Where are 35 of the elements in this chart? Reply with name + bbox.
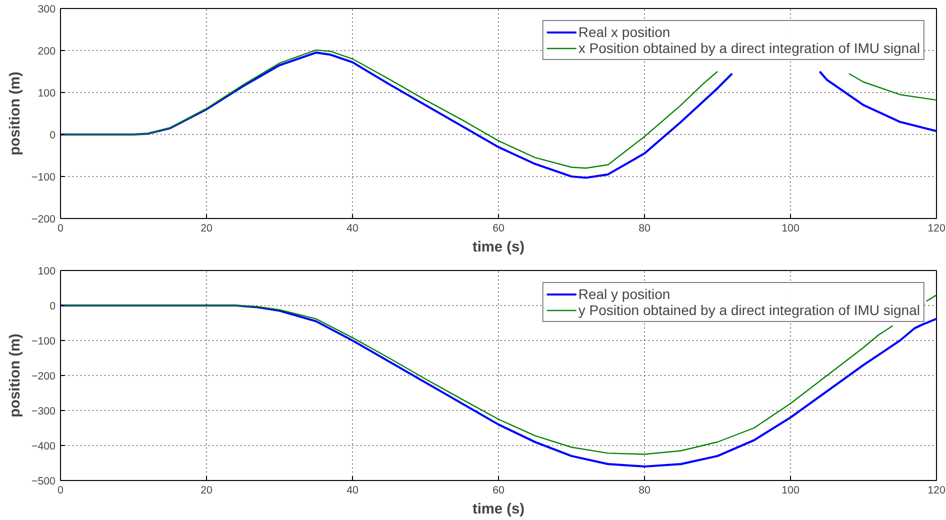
x-tick-label: 80 — [638, 222, 650, 234]
x-tick-label: 100 — [782, 222, 800, 234]
x-tick-label: 0 — [58, 484, 64, 496]
y-tick-label: −300 — [31, 406, 56, 418]
x-tick-label: 40 — [346, 222, 358, 234]
x-tick-label: 60 — [492, 484, 504, 496]
x-axis-title: time (s) — [472, 240, 525, 256]
y-tick-label: 100 — [38, 266, 56, 278]
y-tick-label: −200 — [31, 214, 56, 226]
y-axis-title: position (m) — [7, 333, 24, 418]
x-tick-label: 20 — [200, 222, 212, 234]
y-tick-label: −500 — [31, 476, 56, 488]
y-tick-label: 300 — [38, 4, 56, 16]
x-tick-label: 80 — [638, 484, 650, 496]
x-tick-label: 60 — [492, 222, 504, 234]
x-tick-label: 40 — [346, 484, 358, 496]
legend-label: Real x position — [578, 24, 670, 40]
x-tick-label: 120 — [928, 222, 946, 234]
legend-label: y Position obtained by a direct integration of IMU signal — [578, 302, 920, 318]
y-tick-label: −100 — [31, 172, 56, 184]
x-tick-label: 100 — [782, 484, 800, 496]
x-axis-title: time (s) — [472, 502, 525, 518]
y-tick-label: 0 — [50, 300, 56, 312]
y-tick-label: −400 — [31, 440, 56, 452]
y-tick-label: −200 — [31, 370, 56, 382]
x-tick-label: 0 — [58, 222, 64, 234]
legend-label: x Position obtained by a direct integration of IMU signal — [578, 40, 920, 56]
legend-label: Real y position — [578, 286, 670, 302]
y-tick-label: −100 — [31, 336, 56, 348]
y-tick-label: 200 — [38, 46, 56, 58]
x-tick-label: 20 — [200, 484, 212, 496]
y-tick-label: 0 — [50, 130, 56, 142]
y-axis-title: position (m) — [7, 71, 24, 156]
x-tick-label: 120 — [928, 484, 946, 496]
y-tick-label: 100 — [38, 88, 56, 100]
